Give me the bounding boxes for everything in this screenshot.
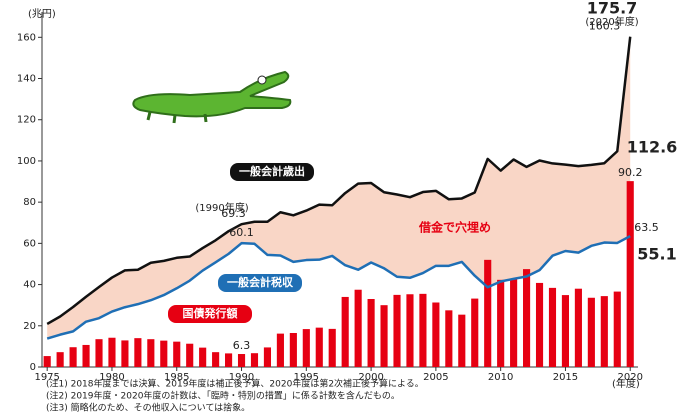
area-label: 借金で穴埋め: [418, 220, 491, 235]
bar: [497, 279, 505, 367]
series-label-box: [168, 305, 252, 323]
bar: [147, 339, 155, 367]
annotation: 55.1: [637, 245, 676, 264]
bar: [471, 298, 479, 367]
bar: [613, 291, 621, 367]
bar: [587, 297, 595, 367]
x-tick-label: 2000: [358, 372, 383, 383]
bar: [380, 305, 388, 367]
y-tick-label: 40: [23, 280, 36, 291]
bar: [458, 314, 466, 367]
bar: [263, 347, 272, 367]
bar: [432, 302, 440, 367]
annotation: 112.6: [627, 138, 678, 157]
bar: [535, 282, 544, 367]
series-label: 一般会計税収: [227, 275, 294, 289]
x-tick-label: 2015: [553, 372, 578, 383]
bar: [237, 354, 246, 367]
y-tick-label: 160: [17, 32, 36, 43]
annotation: (1990年度): [195, 201, 248, 214]
value-label: 63.5: [634, 221, 659, 234]
x-tick-label: 2005: [423, 372, 448, 383]
bar: [225, 353, 233, 367]
bar: [510, 278, 518, 367]
value-label: 90.2: [618, 166, 643, 179]
bar: [82, 344, 90, 367]
y-tick-label: 60: [23, 238, 36, 249]
bar: [419, 293, 427, 367]
x-tick-label: 1990: [229, 372, 254, 383]
bar: [173, 341, 181, 367]
series-label: 国債発行額: [183, 306, 238, 320]
bar: [276, 333, 284, 367]
bar: [484, 259, 492, 367]
bar: [315, 327, 323, 367]
annotation: (2020年度): [585, 15, 638, 28]
series-label: 一般会計歳出: [239, 164, 305, 178]
bar: [108, 337, 116, 367]
bar: [43, 356, 51, 367]
bar: [69, 347, 77, 367]
bar: [302, 329, 310, 367]
x-tick-label: 2010: [488, 372, 513, 383]
bar: [367, 299, 375, 367]
value-label: 69.3: [221, 207, 246, 220]
x-tick-label: 1980: [99, 372, 124, 383]
bar: [199, 347, 207, 367]
x-tick-label: 1985: [164, 372, 189, 383]
value-label: 60.1: [229, 226, 254, 239]
bar: [341, 296, 349, 367]
bar: [250, 353, 259, 367]
value-label: 160.3: [589, 20, 621, 33]
value-label: 6.3: [233, 339, 251, 352]
bar: [406, 294, 414, 367]
bar: [393, 294, 401, 367]
bar: [600, 296, 608, 367]
note: (注1) 2018年度までは決算、2019年度は補正後予算、2020年度は第2次…: [46, 378, 424, 390]
series-label-box: [230, 163, 314, 181]
series-label-box: [218, 274, 302, 292]
crocodile-illustration: [132, 70, 292, 124]
bar: [160, 340, 168, 367]
bar: [212, 352, 220, 367]
line: [46, 36, 632, 326]
bar: [445, 310, 453, 367]
note: (注2) 2019年度・2020年度の計数は、「臨時・特別の措置」に係る計数を含…: [46, 390, 400, 402]
y-tick-label: 100: [17, 156, 36, 167]
note: (注3) 簡略化のため、その他収入については捨象。: [46, 402, 250, 414]
annotation: 175.7: [587, 0, 638, 18]
bar: [354, 289, 362, 367]
bar: [574, 288, 582, 367]
x-tick-label: 1975: [34, 372, 59, 383]
notes: (注1) 2018年度までは決算、2019年度は補正後予算、2020年度は第2次…: [46, 378, 424, 414]
x-tick-label: 2020: [617, 372, 642, 383]
x-unit: (年度): [612, 377, 640, 390]
line: [46, 235, 631, 340]
bar: [626, 181, 634, 367]
bar: [121, 340, 129, 367]
bar: [561, 295, 570, 367]
y-tick-label: 0: [30, 362, 36, 373]
bar: [523, 269, 531, 367]
y-tick-label: 20: [23, 321, 36, 332]
bar: [56, 352, 64, 367]
y-tick-label: 80: [23, 197, 36, 208]
x-tick-label: 1995: [294, 372, 319, 383]
bar: [95, 339, 103, 367]
bar: [548, 287, 557, 367]
bar: [134, 338, 142, 367]
bar: [186, 343, 194, 367]
bar: [289, 333, 297, 367]
y-tick-label: 120: [17, 115, 36, 126]
y-tick-label: 140: [17, 74, 36, 85]
bar: [328, 328, 336, 367]
